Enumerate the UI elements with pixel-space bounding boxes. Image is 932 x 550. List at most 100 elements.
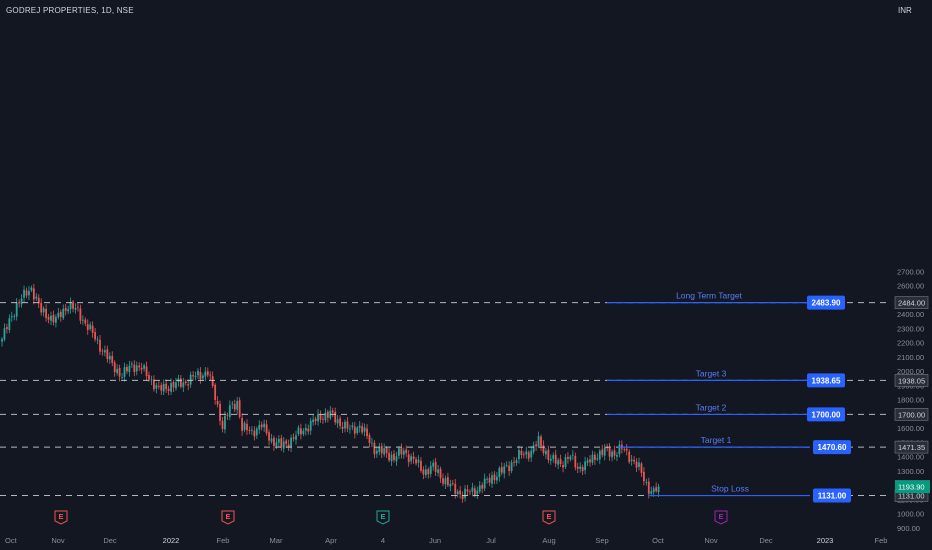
candle-body: [331, 410, 334, 413]
candle-body: [515, 460, 518, 463]
candle-body: [172, 382, 175, 388]
candle-body: [633, 459, 635, 462]
level-value-badge: [807, 407, 845, 422]
candle-body: [567, 456, 569, 459]
candle-body: [1, 338, 3, 342]
candle-body: [581, 467, 584, 472]
x-tick-label: Apr: [325, 536, 337, 545]
candle-body: [339, 418, 341, 426]
candle-body: [123, 367, 126, 377]
level-value-label: 1131.00: [818, 492, 847, 501]
candle-body: [219, 403, 221, 421]
candle-body: [228, 405, 231, 417]
candle-body: [410, 456, 413, 462]
candle-body: [439, 468, 442, 479]
candle-body: [569, 456, 572, 460]
x-axis[interactable]: Oct Nov Dec 2022 Feb Mar Apr 4 Jun Jul Aug Sep Oct No…: [5, 536, 887, 545]
price-levels: Long Term Target 2483.90 2484.00 Target 3 19…: [0, 291, 929, 503]
level-value-badge: [807, 373, 845, 388]
candle-body: [243, 423, 246, 430]
candle-body: [589, 459, 591, 463]
x-tick-label: Oct: [5, 536, 18, 545]
candle-body: [199, 371, 202, 380]
candle-body: [108, 355, 111, 360]
candle-body: [655, 487, 658, 492]
candle-body: [209, 374, 212, 376]
candle-body: [349, 428, 351, 430]
candle-body: [233, 404, 236, 410]
candle-body: [375, 450, 378, 454]
y-tick-label: 1800.00: [897, 396, 924, 405]
level-name-label: Stop Loss: [711, 484, 749, 494]
candle-body: [395, 456, 398, 462]
earnings-marker-icon: [54, 510, 68, 525]
candle-body: [518, 449, 520, 460]
candle-body: [525, 451, 528, 455]
candle-body: [530, 450, 533, 458]
candle-body: [72, 301, 74, 309]
candle-body: [197, 370, 199, 376]
axis-level-box: [894, 374, 929, 387]
candle-body: [456, 491, 459, 495]
candle-body: [491, 475, 493, 484]
candle-body: [64, 307, 67, 311]
candle-body: [322, 418, 324, 420]
candle-body: [292, 437, 295, 439]
candle-body: [157, 386, 160, 387]
x-tick-label: Sep: [595, 536, 608, 545]
candle-body: [253, 430, 256, 437]
candle-body: [96, 339, 99, 341]
candle-body: [652, 488, 655, 493]
candle-body: [505, 465, 508, 466]
level-name-label: Long Term Target: [676, 291, 742, 301]
chart-title: GODREJ PROPERTIES, 1D, NSE: [6, 6, 134, 15]
candle-body: [270, 438, 273, 442]
candle-body: [334, 411, 337, 423]
candle-body: [260, 424, 263, 428]
candle-body: [574, 455, 577, 468]
candle-body: [537, 436, 540, 447]
candle-body: [488, 477, 491, 483]
candle-body: [341, 426, 344, 429]
candle-body: [368, 435, 371, 443]
earnings-marker-label: E: [546, 512, 551, 521]
candle-body: [559, 459, 562, 465]
candle-body: [598, 450, 601, 460]
candle-body: [594, 454, 596, 461]
candle-body: [55, 316, 57, 323]
candle-body: [307, 428, 310, 432]
candle-body: [241, 418, 243, 431]
candle-body: [309, 420, 312, 431]
candle-body: [420, 460, 422, 471]
candle-body: [407, 454, 410, 463]
candle-body: [476, 490, 479, 495]
candle-body: [167, 388, 170, 391]
candle-body: [84, 319, 87, 324]
candle-body: [140, 367, 143, 370]
candle-body: [290, 437, 292, 448]
candle-body: [287, 444, 290, 448]
candle-body: [214, 384, 217, 400]
candle-body: [650, 491, 653, 494]
candle-body: [28, 290, 30, 296]
candle-body: [116, 368, 119, 374]
candle-body: [47, 316, 50, 320]
candle-body: [535, 444, 537, 447]
candle-body: [314, 418, 317, 422]
candle-body: [91, 325, 94, 333]
candle-body: [493, 474, 496, 481]
candle-body: [422, 469, 425, 475]
candle-body: [10, 316, 13, 318]
candle-body: [121, 377, 123, 378]
candle-body: [81, 319, 84, 321]
level-name-label: Target 3: [696, 368, 727, 378]
candle-body: [613, 450, 616, 456]
candle-body: [358, 425, 361, 428]
candle-body: [99, 339, 101, 352]
candle-body: [8, 318, 11, 331]
candle-body: [385, 448, 388, 454]
candle-body: [40, 302, 43, 313]
candle-body: [390, 454, 393, 462]
candle-body: [461, 495, 464, 500]
